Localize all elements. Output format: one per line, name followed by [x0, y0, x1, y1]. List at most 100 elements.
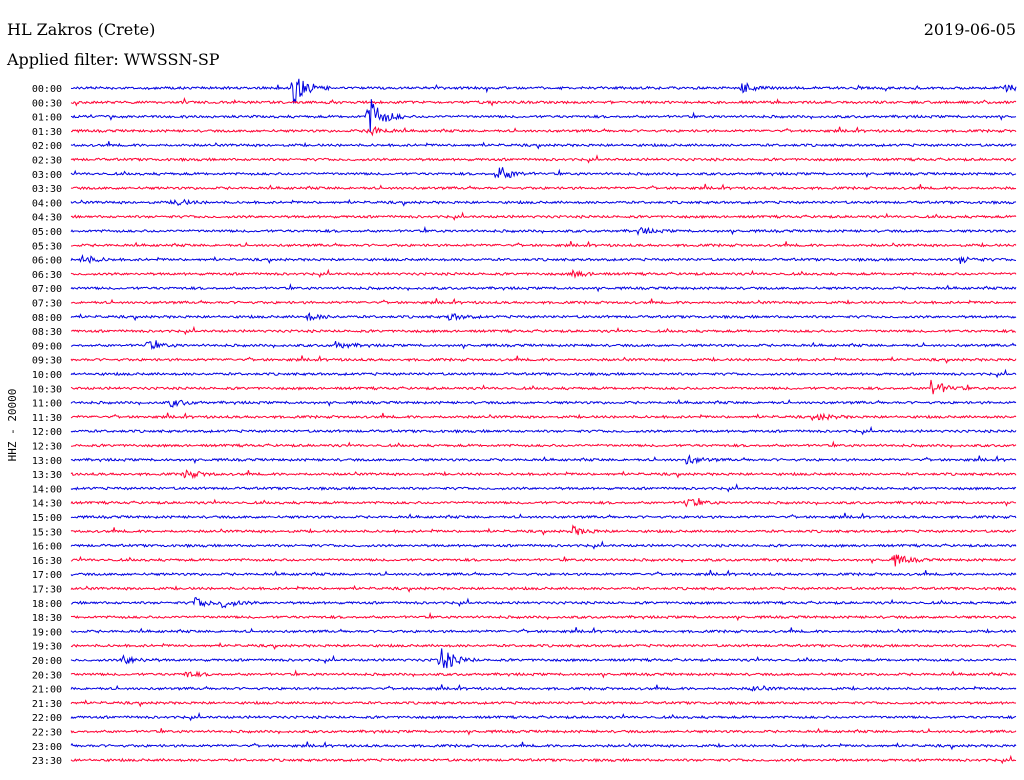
row-time-label: 08:30: [32, 327, 62, 338]
seismic-trace-row: [70, 754, 1017, 765]
row-time-label: 09:00: [32, 341, 62, 352]
seismic-trace-row: [70, 225, 1017, 236]
row-time-label: 16:30: [32, 556, 62, 567]
row-time-label: 15:30: [32, 527, 62, 538]
row-time-label: 01:30: [32, 127, 62, 138]
row-time-label: 12:30: [32, 442, 62, 453]
filter-prefix: Applied filter:: [7, 50, 119, 69]
seismic-trace-row: [70, 311, 1017, 322]
seismic-trace-row: [70, 512, 1017, 520]
seismic-trace-row: [70, 569, 1017, 577]
row-time-label: 05:30: [32, 241, 62, 252]
row-time-label: 12:00: [32, 427, 62, 438]
seismic-trace-row: [70, 398, 1017, 408]
row-time-label: 07:00: [32, 284, 62, 295]
seismic-trace-row: [70, 99, 1017, 132]
seismic-trace-row: [70, 611, 1017, 622]
station-title: HL Zakros (Crete): [7, 20, 156, 39]
row-time-label: 04:00: [32, 198, 62, 209]
row-time-label: 01:00: [32, 113, 62, 124]
seismic-trace-row: [70, 469, 1017, 480]
seismic-trace-row: [70, 253, 1017, 265]
seismic-trace-row: [70, 412, 1017, 422]
seismic-trace-row: [70, 540, 1017, 550]
seismic-trace-row: [70, 483, 1017, 493]
row-time-label: 18:00: [32, 599, 62, 610]
row-time-label: 13:30: [32, 470, 62, 481]
seismic-trace-row: [70, 325, 1017, 336]
row-time-label: 23:00: [32, 742, 62, 753]
seismic-trace-row: [70, 727, 1017, 736]
seismic-trace-row: [70, 626, 1017, 634]
row-time-label: 10:00: [32, 370, 62, 381]
row-time-label: 22:00: [32, 713, 62, 724]
row-time-label: 04:30: [32, 213, 62, 224]
date-label: 2019-06-05: [923, 20, 1016, 39]
row-time-label: 23:30: [32, 756, 62, 767]
seismic-trace-row: [70, 524, 1017, 536]
row-time-label: 05:00: [32, 227, 62, 238]
y-axis-label-group: HHZ - 20000: [6, 389, 19, 462]
seismic-trace-row: [70, 141, 1017, 150]
row-time-label: 00:00: [32, 84, 62, 95]
filter-line: Applied filter: WWSSN-SP: [7, 51, 220, 69]
seismic-trace-row: [70, 554, 1017, 567]
seismic-traces: [70, 78, 1017, 765]
seismic-trace-row: [70, 297, 1017, 305]
row-time-label: 17:30: [32, 585, 62, 596]
seismic-trace-row: [70, 596, 1017, 609]
seismic-trace-row: [70, 642, 1017, 651]
row-time-labels: 00:00 00:30 01:00 01:30 02:00 02:30 03:00 03:30…: [32, 84, 62, 767]
row-time-label: 22:30: [32, 728, 62, 739]
row-time-label: 20:30: [32, 670, 62, 681]
seismic-trace-row: [70, 699, 1017, 708]
seismic-trace-row: [70, 497, 1017, 508]
row-time-label: 07:30: [32, 299, 62, 310]
seismic-trace-row: [70, 425, 1017, 436]
row-time-label: 18:30: [32, 613, 62, 624]
seismic-trace-row: [70, 355, 1017, 365]
row-time-label: 21:00: [32, 685, 62, 696]
seismic-trace-row: [70, 198, 1017, 207]
seismic-trace-row: [70, 741, 1017, 751]
row-time-label: 15:00: [32, 513, 62, 524]
row-time-label: 20:00: [32, 656, 62, 667]
row-time-label: 14:00: [32, 484, 62, 495]
seismic-trace-row: [70, 78, 1017, 104]
row-time-label: 06:00: [32, 256, 62, 267]
seismic-trace-row: [70, 240, 1017, 248]
seismic-trace-row: [70, 669, 1017, 679]
seismic-trace-row: [70, 584, 1017, 593]
row-time-label: 10:30: [32, 384, 62, 395]
filter-name: WWSSN-SP: [123, 50, 220, 69]
seismic-trace-row: [70, 211, 1017, 221]
seismic-trace-row: [70, 183, 1017, 191]
row-time-label: 00:30: [32, 98, 62, 109]
row-time-label: 02:30: [32, 156, 62, 167]
seismic-trace-row: [70, 453, 1017, 465]
row-time-label: 03:00: [32, 170, 62, 181]
seismic-trace-row: [70, 340, 1017, 350]
seismic-trace-row: [70, 368, 1017, 379]
row-time-label: 11:30: [32, 413, 62, 424]
row-time-label: 03:30: [32, 184, 62, 195]
seismic-trace-row: [70, 684, 1017, 692]
row-time-label: 17:00: [32, 570, 62, 581]
row-time-label: 13:00: [32, 456, 62, 467]
seismic-trace-row: [70, 711, 1017, 722]
row-time-label: 09:30: [32, 356, 62, 367]
row-time-label: 19:00: [32, 627, 62, 638]
seismic-trace-row: [70, 97, 1017, 107]
row-time-label: 11:00: [32, 399, 62, 410]
seismic-trace-row: [70, 125, 1017, 137]
row-time-label: 02:00: [32, 141, 62, 152]
y-axis-label: HHZ - 20000: [6, 389, 19, 462]
row-time-label: 14:30: [32, 499, 62, 510]
seismic-trace-row: [70, 154, 1017, 164]
seismic-trace-row: [70, 268, 1017, 279]
seismic-trace-row: [70, 167, 1017, 179]
row-time-label: 08:00: [32, 313, 62, 324]
seismic-trace-row: [70, 379, 1017, 395]
row-time-label: 16:00: [32, 542, 62, 553]
